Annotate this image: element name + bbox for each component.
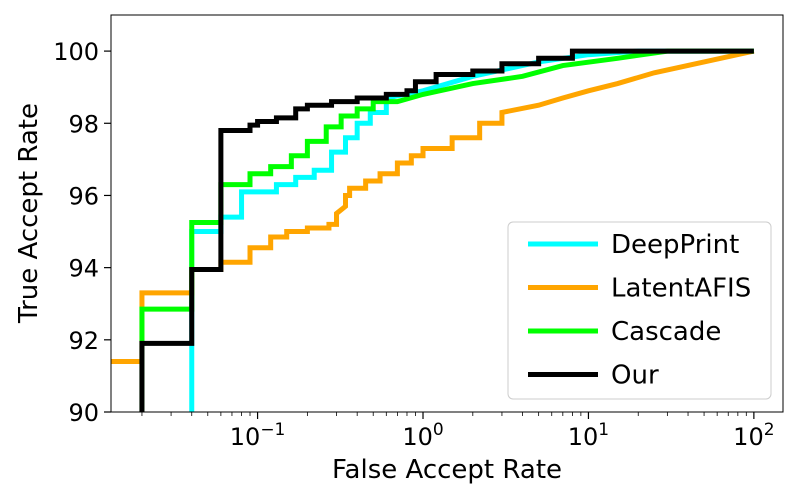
x-tick-label: 100 — [402, 420, 443, 451]
legend-label-deepprint: DeepPrint — [611, 230, 739, 260]
legend: DeepPrint LatentAFIS Cascade Our — [507, 221, 772, 400]
legend-label-latentafis: LatentAFIS — [611, 274, 751, 304]
y-tick-label: 94 — [68, 255, 99, 283]
x-tick-label: 101 — [568, 420, 609, 451]
legend-label-our: Our — [611, 361, 659, 391]
y-tick-label: 90 — [68, 399, 99, 427]
legend-frame — [507, 221, 772, 400]
series-line-our — [139, 48, 754, 412]
x-tick-label: 10−1 — [230, 420, 286, 451]
y-tick-label: 98 — [68, 110, 99, 138]
ticks-layer: 10−1 100 101 102 90 92 94 96 98 100 — [53, 38, 774, 451]
series-line-deepprint — [189, 48, 754, 412]
y-tick-label: 100 — [53, 38, 99, 66]
y-axis-label: True Accept Rate — [14, 103, 44, 324]
y-tick-label: 96 — [68, 182, 99, 210]
x-tick-label: 102 — [733, 420, 774, 451]
x-axis-label: False Accept Rate — [332, 455, 562, 485]
series-line-latentafis — [111, 48, 755, 364]
plot-frame — [110, 14, 784, 413]
series-layer — [111, 48, 755, 412]
legend-label-cascade: Cascade — [611, 317, 721, 347]
y-tick-label: 92 — [68, 327, 99, 355]
